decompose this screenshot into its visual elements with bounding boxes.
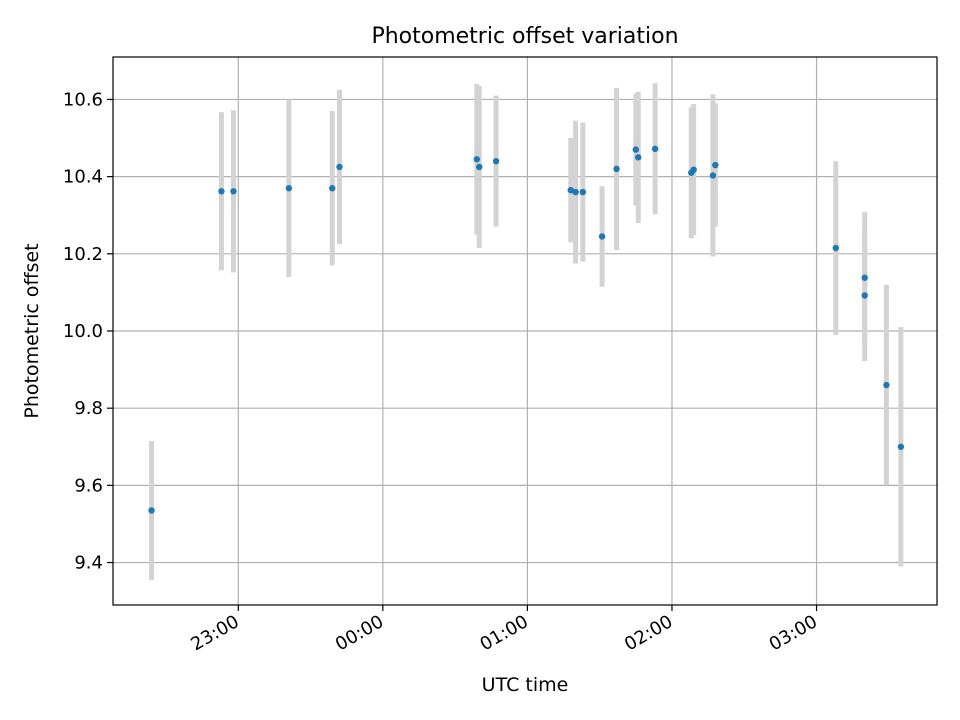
data-point (635, 154, 642, 161)
data-point (579, 188, 587, 196)
data-point (336, 163, 343, 171)
data-point (492, 157, 500, 165)
data-point (230, 188, 237, 195)
data-point (861, 292, 868, 299)
data-point (690, 166, 697, 173)
data-point (897, 443, 905, 450)
data-point (651, 145, 659, 153)
y-tick-label: 9.8 (74, 398, 103, 419)
chart-title: Photometric offset variation (371, 24, 678, 49)
data-point (329, 185, 336, 192)
y-tick-label: 9.6 (74, 475, 103, 496)
data-point (473, 156, 481, 163)
data-point (861, 274, 868, 281)
data-point (567, 186, 574, 194)
data-point (832, 244, 840, 252)
data-point (218, 188, 225, 195)
data-point (476, 163, 483, 171)
data-points (148, 145, 905, 514)
data-point (572, 188, 579, 196)
data-point (613, 165, 620, 173)
grid-lines (113, 57, 937, 605)
data-point (709, 172, 717, 179)
y-axis-label: Photometric offset (21, 243, 43, 418)
x-axis-label: UTC time (482, 674, 569, 696)
data-point (598, 233, 606, 240)
data-point (712, 161, 719, 169)
data-point (148, 507, 155, 514)
data-point (632, 146, 640, 153)
y-axis-ticks: 9.4 9.6 9.8 10.0 10.2 10.4 10.6 (63, 89, 113, 574)
y-tick-label: 10.6 (63, 89, 103, 110)
y-tick-label: 10.4 (63, 167, 103, 188)
y-tick-label: 9.4 (74, 553, 103, 574)
y-tick-label: 10.2 (63, 244, 103, 265)
data-point (883, 381, 890, 389)
y-tick-label: 10.0 (63, 321, 103, 342)
data-point (285, 185, 293, 192)
